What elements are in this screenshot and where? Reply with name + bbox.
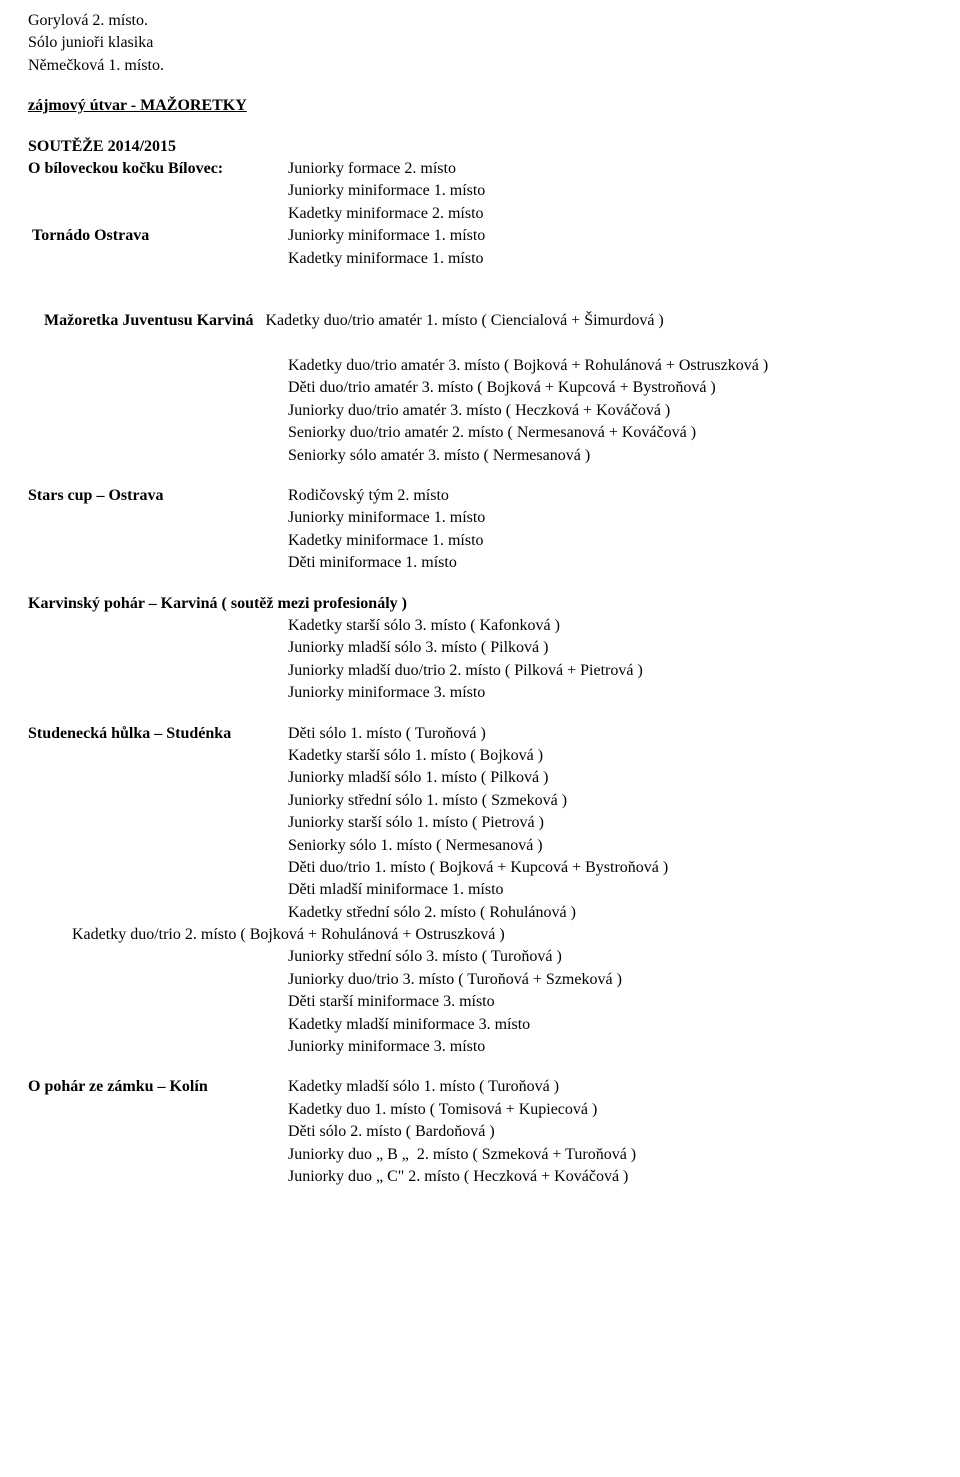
comp3-r4: Juniorky duo/trio amatér 3. místo ( Hecz… <box>288 400 932 422</box>
comp7-r4: Juniorky duo „ B „ 2. místo ( Szmeková +… <box>288 1144 932 1166</box>
comp1-label: O bíloveckou kočku Bílovec: <box>28 158 288 180</box>
spacer <box>28 118 932 136</box>
comp5-label: Karvinský pohár – Karviná ( soutěž mezi … <box>28 593 932 615</box>
spacer <box>28 575 932 593</box>
comp6-r9: Kadetky střední sólo 2. místo ( Rohuláno… <box>288 902 932 924</box>
comp6-r15: Juniorky miniformace 3. místo <box>288 1036 932 1058</box>
comp6-r3: Juniorky mladší sólo 1. místo ( Pilková … <box>288 767 932 789</box>
comp6-r5: Juniorky starší sólo 1. místo ( Pietrová… <box>288 812 932 834</box>
comp4-label: Stars cup – Ostrava <box>28 485 288 507</box>
comp6-r14: Kadetky mladší miniformace 3. místo <box>288 1014 932 1036</box>
comp3-label-bold: Mažoretka Juventusu Karviná <box>44 312 253 329</box>
comp4-r3: Kadetky miniformace 1. místo <box>288 530 932 552</box>
comp7-r5: Juniorky duo „ C" 2. místo ( Heczková + … <box>288 1166 932 1188</box>
comp6-r12: Juniorky duo/trio 3. místo ( Turoňová + … <box>288 969 932 991</box>
document-page: Gorylová 2. místo. Sólo junioři klasika … <box>0 0 960 1228</box>
comp5-r2: Juniorky mladší sólo 3. místo ( Pilková … <box>288 637 932 659</box>
comp6-r2: Kadetky starší sólo 1. místo ( Bojková ) <box>288 745 932 767</box>
comp7-row1: O pohár ze zámku – Kolín Kadetky mladší … <box>28 1076 932 1098</box>
top-line-1: Gorylová 2. místo. <box>28 10 932 32</box>
top-line-2: Sólo junioři klasika <box>28 32 932 54</box>
comp7-r3: Děti sólo 2. místo ( Bardoňová ) <box>288 1121 932 1143</box>
comp1-r2: Juniorky miniformace 1. místo <box>288 180 932 202</box>
comp2-r2: Kadetky miniformace 1. místo <box>288 248 932 270</box>
comp5-r1: Kadetky starší sólo 3. místo ( Kafonková… <box>288 615 932 637</box>
comp6-r8: Děti mladší miniformace 1. místo <box>288 879 932 901</box>
comp6-r1: Děti sólo 1. místo ( Turoňová ) <box>288 723 932 745</box>
comp1-row1: O bíloveckou kočku Bílovec: Juniorky for… <box>28 158 932 180</box>
comp3-r5: Seniorky duo/trio amatér 2. místo ( Nerm… <box>288 422 932 444</box>
comp4-r2: Juniorky miniformace 1. místo <box>288 507 932 529</box>
comp1-r3: Kadetky miniformace 2. místo <box>288 203 932 225</box>
comp7-r2: Kadetky duo 1. místo ( Tomisová + Kupiec… <box>288 1099 932 1121</box>
comp7-r1: Kadetky mladší sólo 1. místo ( Turoňová … <box>288 1076 932 1098</box>
comp6-r4: Juniorky střední sólo 1. místo ( Szmekov… <box>288 790 932 812</box>
comp5-r3: Juniorky mladší duo/trio 2. místo ( Pilk… <box>288 660 932 682</box>
spacer <box>28 467 932 485</box>
comp4-row1: Stars cup – Ostrava Rodičovský tým 2. mí… <box>28 485 932 507</box>
spacer <box>28 1058 932 1076</box>
comp6-row1: Studenecká hůlka – Studénka Děti sólo 1.… <box>28 723 932 745</box>
comp2-row1: Tornádo Ostrava Juniorky miniformace 1. … <box>28 225 932 247</box>
comp3-label-rest: Kadetky duo/trio amatér 1. místo ( Cienc… <box>253 312 663 329</box>
comp6-label: Studenecká hůlka – Studénka <box>28 723 288 745</box>
comp3-r2: Kadetky duo/trio amatér 3. místo ( Bojko… <box>288 355 932 377</box>
spacer <box>28 270 932 288</box>
section-title: zájmový útvar - MAŽORETKY <box>28 95 932 117</box>
comp4-r1: Rodičovský tým 2. místo <box>288 485 932 507</box>
comp2-r1: Juniorky miniformace 1. místo <box>288 225 932 247</box>
spacer <box>28 705 932 723</box>
comp6-r11: Juniorky střední sólo 3. místo ( Turoňov… <box>288 946 932 968</box>
comp3-row1: Mažoretka Juventusu Karviná Kadetky duo/… <box>28 288 932 355</box>
comp6-r7: Děti duo/trio 1. místo ( Bojková + Kupco… <box>288 857 932 879</box>
top-line-3: Němečková 1. místo. <box>28 55 932 77</box>
comp1-r1: Juniorky formace 2. místo <box>288 158 932 180</box>
comp3-r3: Děti duo/trio amatér 3. místo ( Bojková … <box>288 377 932 399</box>
comp7-label: O pohár ze zámku – Kolín <box>28 1076 288 1098</box>
spacer <box>28 77 932 95</box>
comp6-r6: Seniorky sólo 1. místo ( Nermesanová ) <box>288 835 932 857</box>
comp3-r6: Seniorky sólo amatér 3. místo ( Nermesan… <box>288 445 932 467</box>
comp6-r13: Děti starší miniformace 3. místo <box>288 991 932 1013</box>
comp2-label: Tornádo Ostrava <box>28 225 288 247</box>
competitions-header: SOUTĚŽE 2014/2015 <box>28 136 932 158</box>
comp4-r4: Děti miniformace 1. místo <box>288 552 932 574</box>
comp5-r4: Juniorky miniformace 3. místo <box>288 682 932 704</box>
comp6-r10: Kadetky duo/trio 2. místo ( Bojková + Ro… <box>28 924 932 946</box>
